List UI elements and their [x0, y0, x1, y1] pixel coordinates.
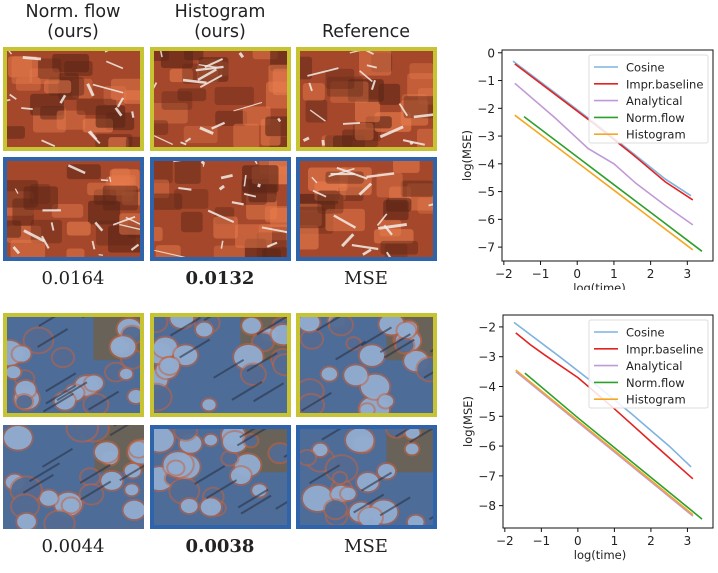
texture-image	[300, 317, 433, 413]
series-line-histogram	[514, 114, 694, 251]
series-line-histogram	[515, 369, 694, 516]
texture-image	[154, 161, 287, 257]
x-tick-label: 3	[683, 267, 691, 281]
y-tick-label: 0	[487, 46, 495, 60]
crop-panel-r1-histogram-yellow	[150, 47, 291, 151]
y-tick-label: −3	[477, 130, 495, 144]
y-tick-label: −8	[478, 499, 496, 513]
texture-image	[300, 161, 433, 257]
crop-panel-r2-normflow-yellow	[3, 313, 144, 417]
y-tick-label: −6	[478, 440, 496, 454]
x-tick-label: 1	[611, 534, 619, 548]
line-chart-bottom: −2 −1 0 1 2 3 −2 −3 −4 −5 −6 −7 −8 log(time) log(MSE) C…	[461, 314, 714, 562]
column-header-norm-flow: Norm. flow (ours)	[0, 2, 146, 42]
x-tick-label: 2	[647, 534, 655, 548]
crop-panel-r1-reference-yellow	[296, 47, 437, 151]
crop-panel-r2-histogram-blue	[150, 425, 291, 529]
y-tick-label: −3	[478, 350, 496, 364]
y-tick-label: −7	[477, 241, 495, 255]
legend-entry: Analytical	[626, 359, 682, 373]
y-tick-label: −7	[478, 469, 496, 483]
x-tick-label: 0	[573, 267, 581, 281]
crop-panel-r2-reference-blue	[296, 425, 437, 529]
texture-image	[7, 317, 140, 413]
column-header-line: (ours)	[194, 22, 246, 42]
series-line-norm-flow	[523, 115, 703, 252]
series-line-impr-baseline	[515, 332, 694, 480]
texture-image	[7, 51, 140, 147]
x-axis-label: log(time)	[574, 548, 627, 562]
y-tick-label: −4	[478, 380, 496, 394]
x-tick-label: 3	[684, 534, 692, 548]
legend-entry: Histogram	[626, 128, 686, 142]
mse-label-r2: MSE	[344, 536, 388, 557]
legend-entry: Cosine	[626, 326, 665, 340]
column-header-line: Norm. flow	[25, 2, 121, 22]
series-line-norm-flow	[524, 372, 703, 520]
crop-panel-r1-histogram-blue	[150, 157, 291, 261]
mse-value-r1-histogram: 0.0132	[185, 268, 255, 289]
column-header-line: Histogram	[174, 2, 266, 22]
legend: Cosine Impr.baseline Analytical Norm.flow Hi…	[588, 54, 709, 144]
x-tick-label: 0	[574, 534, 582, 548]
y-axis-label: log(MSE)	[461, 396, 475, 447]
series-line-analytical	[514, 82, 694, 226]
y-tick-label: −4	[477, 157, 495, 171]
x-tick-label: −2	[496, 534, 514, 548]
crop-panel-r1-normflow-blue	[3, 157, 144, 261]
x-axis-label: log(time)	[573, 281, 626, 290]
texture-image	[300, 429, 433, 525]
y-tick-label: −1	[477, 74, 495, 88]
legend-entry: Norm.flow	[626, 111, 685, 125]
legend-entry: Norm.flow	[626, 376, 685, 390]
legend-entry: Cosine	[626, 61, 665, 75]
column-header-line: Reference	[321, 22, 411, 42]
texture-image	[154, 317, 287, 413]
y-tick-label: −2	[477, 102, 495, 116]
x-tick-label: −1	[532, 267, 550, 281]
legend: Cosine Impr.baseline Analytical Norm.flow Hi…	[588, 319, 709, 409]
axes-frame	[502, 314, 714, 529]
column-header-reference: Reference	[293, 22, 439, 42]
column-header-line: (ours)	[47, 22, 99, 42]
crop-panel-r1-normflow-yellow	[3, 47, 144, 151]
texture-image	[7, 161, 140, 257]
crop-panel-r2-reference-yellow	[296, 313, 437, 417]
x-tick-label: 2	[647, 267, 655, 281]
crop-panel-r2-normflow-blue	[3, 425, 144, 529]
texture-image	[3, 425, 144, 529]
y-tick-label: −2	[478, 320, 496, 334]
legend-entry: Analytical	[626, 94, 682, 108]
texture-image	[154, 51, 287, 147]
axes-frame	[501, 49, 714, 262]
series-line-analytical	[515, 370, 694, 517]
mse-label-r1: MSE	[344, 268, 388, 289]
y-axis-label: log(MSE)	[460, 130, 474, 181]
x-tick-label: −2	[495, 267, 513, 281]
texture-image	[300, 51, 433, 147]
legend-box	[588, 319, 709, 409]
legend-entry: Histogram	[626, 393, 686, 407]
x-tick-label: −1	[532, 534, 550, 548]
legend-entry: Impr.baseline	[626, 342, 703, 356]
column-header-histogram: Histogram (ours)	[147, 2, 293, 42]
crop-panel-r2-histogram-yellow	[150, 313, 291, 417]
texture-image	[154, 429, 287, 525]
x-tick-label: 1	[610, 267, 618, 281]
y-tick-label: −6	[477, 213, 495, 227]
crop-panel-r1-reference-blue	[296, 157, 437, 261]
line-chart-top: −2 −1 0 1 2 3 0 −1 −2 −3 −4 −5 −6 −7 log(time) log(MSE)…	[460, 46, 714, 290]
mse-value-r2-normflow: 0.0044	[41, 536, 105, 557]
mse-value-r1-normflow: 0.0164	[41, 268, 105, 289]
legend-entry: Impr.baseline	[626, 77, 703, 91]
legend-box	[588, 54, 709, 144]
mse-value-r2-histogram: 0.0038	[185, 536, 255, 557]
y-tick-label: −5	[477, 185, 495, 199]
y-tick-label: −5	[478, 410, 496, 424]
